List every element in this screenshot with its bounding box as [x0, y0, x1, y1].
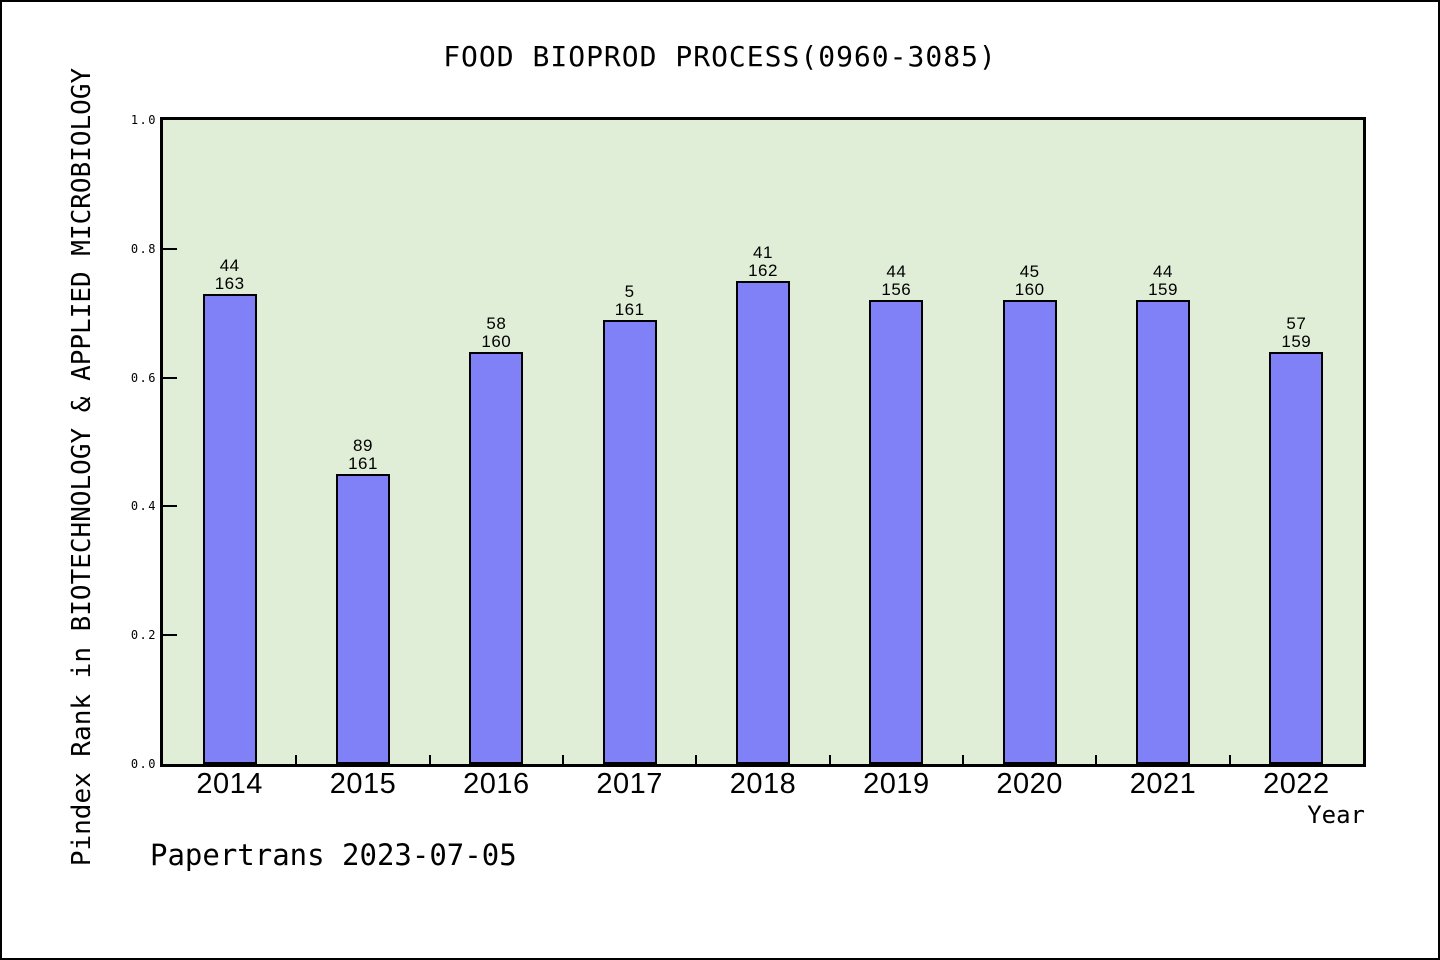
bar-value-total: 160 [1014, 280, 1045, 299]
x-tick-label: 2022 [1263, 768, 1330, 800]
bar [469, 352, 524, 764]
bar-value-label: 44 156 [846, 263, 946, 299]
x-tick-label: 2016 [463, 768, 530, 800]
bar-value-rank: 89 [353, 436, 373, 455]
x-tick-label: 2019 [863, 768, 930, 800]
bar-value-rank: 44 [1153, 262, 1173, 281]
bar-value-label: 5 161 [580, 283, 680, 319]
bar-value-rank: 57 [1286, 314, 1307, 333]
y-tick-label: 0.0 [130, 757, 157, 771]
bar-value-total: 163 [214, 274, 245, 293]
plot-area: 44 163 89 161 58 160 5 161 41 162 44 156 45 160 44 159 5… [160, 117, 1366, 767]
x-tick-mark [695, 755, 697, 764]
bar [602, 320, 657, 764]
y-tick-label: 0.8 [130, 242, 157, 256]
bar-value-total: 160 [481, 332, 512, 351]
y-tick-mark [163, 248, 177, 250]
bar-value-rank: 41 [753, 243, 773, 262]
x-tick-mark [562, 755, 564, 764]
x-tick-mark [429, 755, 431, 764]
chart-title: FOOD BIOPROD PROCESS(0960-3085) [443, 40, 997, 73]
bar [1269, 352, 1324, 764]
bar-value-rank: 5 [624, 282, 635, 301]
x-tick-label: 2021 [1129, 768, 1197, 800]
bar-value-total: 159 [1281, 332, 1312, 351]
bar-value-total: 156 [881, 280, 912, 299]
footer-watermark: Papertrans 2023-07-05 [150, 838, 517, 872]
bar-value-total: 161 [614, 300, 645, 319]
bar-value-label: 89 161 [313, 437, 413, 473]
y-tick-label: 0.6 [130, 371, 157, 385]
y-tick-label: 1.0 [130, 113, 157, 127]
bar-value-total: 162 [748, 261, 778, 280]
x-tick-label: 2014 [196, 768, 263, 800]
x-tick-label: 2017 [596, 768, 663, 800]
bar-value-label: 44 159 [1113, 263, 1213, 299]
bar [336, 474, 390, 764]
y-tick-mark [163, 634, 177, 636]
y-tick-mark [163, 505, 177, 507]
bar-value-total: 159 [1148, 280, 1178, 299]
y-tick-label: 0.4 [130, 499, 157, 513]
bar [1136, 300, 1190, 764]
bar [1002, 300, 1057, 764]
bar-value-label: 58 160 [446, 315, 546, 351]
plot-inner: 44 163 89 161 58 160 5 161 41 162 44 156 45 160 44 159 5… [163, 120, 1363, 764]
x-tick-mark [829, 755, 831, 764]
x-tick-label: 2015 [329, 768, 397, 800]
bar-value-rank: 44 [219, 256, 240, 275]
bar-value-label: 45 160 [980, 263, 1080, 299]
y-tick-label: 0.2 [130, 628, 157, 642]
x-tick-mark [1229, 755, 1231, 764]
bar-value-rank: 58 [486, 314, 507, 333]
bar-value-label: 44 163 [180, 257, 280, 293]
bar-value-label: 41 162 [713, 244, 813, 280]
bar [736, 281, 790, 764]
y-axis-label: Pindex Rank in BIOTECHNOLOGY & APPLIED M… [67, 67, 97, 867]
y-tick-mark [163, 377, 177, 379]
bar-value-rank: 44 [886, 262, 907, 281]
bar [869, 300, 924, 764]
x-tick-mark [295, 755, 297, 764]
x-tick-mark [1095, 755, 1097, 764]
bar-value-total: 161 [348, 454, 378, 473]
x-axis-label: Year [1307, 801, 1365, 829]
bar [202, 294, 257, 764]
x-tick-label: 2020 [996, 768, 1063, 800]
bar-value-rank: 45 [1019, 262, 1040, 281]
x-tick-label: 2018 [729, 768, 797, 800]
x-tick-mark [962, 755, 964, 764]
bar-value-label: 57 159 [1246, 315, 1346, 351]
